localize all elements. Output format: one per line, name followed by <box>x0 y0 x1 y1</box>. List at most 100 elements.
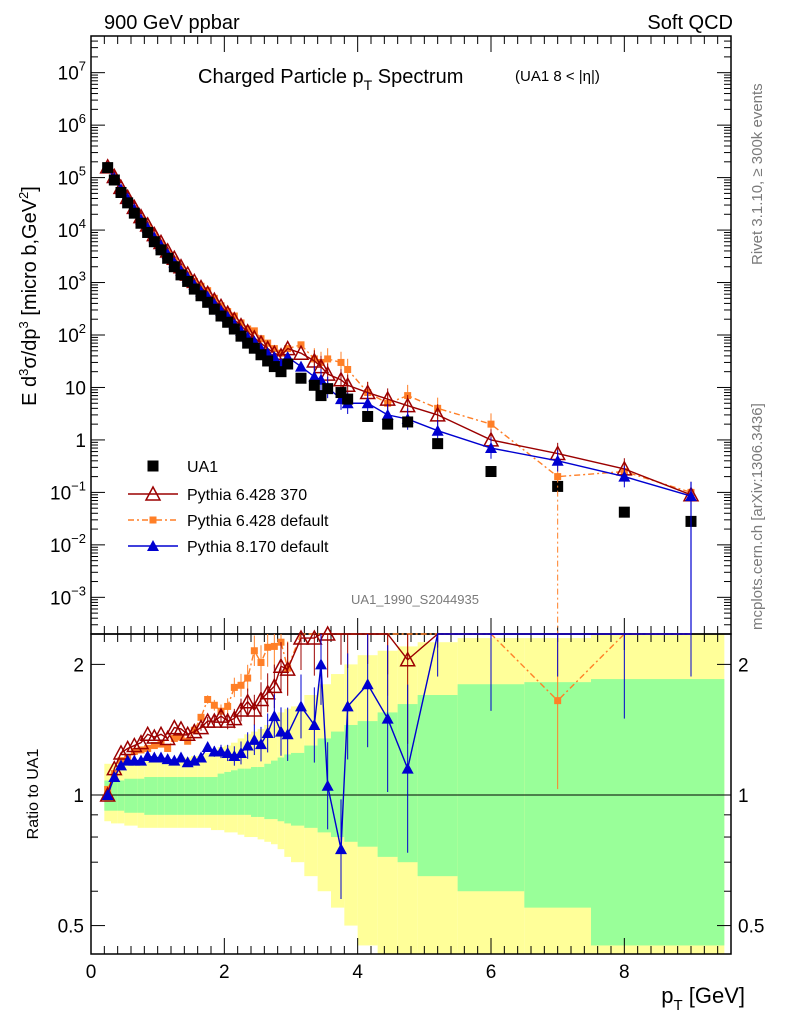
data-point <box>485 466 497 478</box>
p6_def-ratio-point <box>270 642 278 650</box>
p8_def-ratio-point <box>315 658 327 670</box>
legend-marker-p6_def <box>149 516 157 524</box>
band-green <box>237 768 245 815</box>
p6_def-point <box>257 335 265 343</box>
data-point <box>222 316 234 328</box>
band-green <box>357 721 378 847</box>
ratio-tick-label-left: 1 <box>73 786 84 807</box>
p6_def-ratio-point <box>264 643 272 651</box>
header-right: Soft QCD <box>647 12 733 34</box>
band-green <box>144 777 151 815</box>
p8_def-ratio-point <box>248 733 261 745</box>
data-point <box>295 372 307 384</box>
data-point <box>402 416 414 428</box>
p6_370-ratio-point <box>246 701 263 717</box>
p6_def-point <box>244 325 252 333</box>
p6_370-ratio-point <box>292 629 310 645</box>
p8_def-ratio-point <box>201 741 214 753</box>
p8_def-line <box>107 167 692 497</box>
p6_370-point <box>292 344 310 360</box>
p8_def-ratio-point <box>255 738 267 750</box>
data-point <box>208 303 220 315</box>
p8_def-ratio-point <box>361 678 374 690</box>
legend-marker-p8_def <box>147 540 159 551</box>
x-axis-label: pT [GeV] <box>661 983 745 1014</box>
p6_370-ratio-point <box>179 725 196 742</box>
p6_def-ratio-point <box>150 742 158 750</box>
legend: UA1 Pythia 6.428 370 Pythia 6.428 default P… <box>128 459 329 556</box>
p8_def-ratio-point <box>275 725 287 737</box>
ratio-tick-label-left: 0.5 <box>58 917 84 938</box>
p8_def-ratio-point <box>161 753 174 765</box>
p8_def-ratio-point <box>195 751 207 763</box>
p8_def-ratio-point <box>135 754 147 766</box>
p6_def-ratio-point <box>210 701 218 709</box>
band-green <box>277 757 285 822</box>
band-green <box>124 778 131 813</box>
band-green <box>291 752 305 826</box>
y-tick-label: 10−1 <box>50 478 86 504</box>
data-point <box>432 438 444 450</box>
legend-label: Pythia 6.428 370 <box>187 487 307 504</box>
p6_def-point <box>324 355 332 363</box>
data-point <box>342 393 354 405</box>
p6_370-ratio-point <box>146 728 163 744</box>
p6_370-ratio-point <box>319 625 336 641</box>
y-tick-label: 106 <box>58 111 86 137</box>
band-green <box>184 777 191 815</box>
data-point <box>335 387 347 399</box>
data-point <box>275 366 287 378</box>
p6_def-ratio-point <box>244 674 252 682</box>
p6_370-ratio-point <box>266 677 283 694</box>
p8_def-point <box>485 442 497 454</box>
data-point <box>242 337 254 349</box>
legend-marker-p6_370 <box>144 485 162 501</box>
p6_370-ratio-point <box>279 660 296 676</box>
p8_def-point <box>381 408 394 420</box>
p6_370-ratio-point <box>159 729 176 746</box>
data-point <box>268 361 280 373</box>
data-point <box>182 275 194 287</box>
data-point <box>362 410 374 422</box>
band-green <box>191 777 198 815</box>
p8_def-point <box>361 397 374 409</box>
p6_def-ratio-point <box>230 683 238 691</box>
p6_def-ratio-point <box>197 713 205 721</box>
y-tick-label: 105 <box>58 164 86 190</box>
chart-title: Charged Particle pT Spectrum <box>198 66 463 93</box>
p8_def-ratio-point <box>308 718 321 730</box>
y-tick-label: 10−2 <box>50 531 86 557</box>
p6_def-ratio-point <box>250 647 258 655</box>
band-green <box>157 777 165 815</box>
p6_def-ratio-point <box>204 695 212 703</box>
data-point <box>215 310 227 322</box>
p8_def-ratio-point <box>235 746 247 758</box>
band-green <box>151 777 158 815</box>
data-point <box>188 283 200 295</box>
chart-title-extra: (UA1 8 < |η|) <box>515 68 600 85</box>
p6_def-ratio-point <box>170 734 178 742</box>
p6_def-point <box>270 345 278 353</box>
data-point <box>282 358 294 370</box>
p6_def-ratio-point <box>554 697 562 705</box>
p6_370-ratio-point <box>206 712 223 728</box>
p6_def-point <box>344 366 352 374</box>
data-point <box>162 252 174 264</box>
p6_def-ratio-point <box>184 737 192 745</box>
data-point <box>382 418 394 430</box>
data-point <box>175 269 187 281</box>
band-green <box>211 777 218 815</box>
band-green <box>231 770 238 815</box>
p8_def-ratio-point <box>341 700 354 712</box>
p6_370-point <box>339 376 356 393</box>
p8_def-ratio-point <box>221 746 234 758</box>
p6_370-ratio-point <box>306 629 323 645</box>
p8_def-point <box>295 360 307 372</box>
band-green <box>417 695 458 877</box>
p6_def-point <box>337 358 345 366</box>
p6_def-point <box>230 312 238 320</box>
p6_def-line <box>107 166 692 494</box>
p6_def-point <box>487 420 495 428</box>
p6_370-ratio-point <box>399 651 416 667</box>
